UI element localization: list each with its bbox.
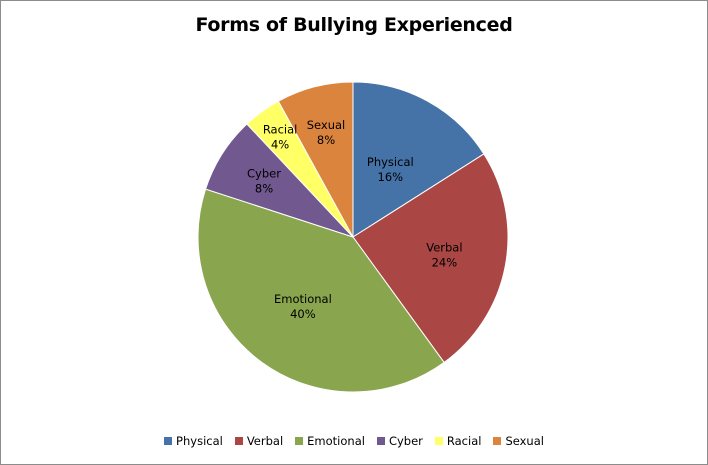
legend-item-sexual: Sexual xyxy=(493,434,544,448)
legend-swatch xyxy=(295,437,304,445)
legend-item-physical: Physical xyxy=(164,434,223,448)
legend-label: Physical xyxy=(176,434,223,448)
slice-category-label: Racial xyxy=(263,123,298,137)
slice-category-label: Verbal xyxy=(426,240,462,254)
legend-item-verbal: Verbal xyxy=(234,434,284,448)
legend-swatch xyxy=(376,437,385,445)
slice-percent-label: 8% xyxy=(317,133,335,147)
legend-label: Verbal xyxy=(246,434,284,448)
legend-swatch xyxy=(164,437,173,445)
legend-label: Sexual xyxy=(505,434,544,448)
legend-item-racial: Racial xyxy=(434,434,482,448)
slice-percent-label: 8% xyxy=(255,182,273,196)
legend-item-cyber: Cyber xyxy=(376,434,423,448)
slice-category-label: Physical xyxy=(367,155,414,169)
chart-title: Forms of Bullying Experienced xyxy=(195,14,513,36)
slice-percent-label: 16% xyxy=(378,170,404,184)
slice-percent-label: 40% xyxy=(290,307,316,321)
legend-label: Racial xyxy=(446,434,482,448)
legend-item-emotional: Emotional xyxy=(295,434,365,448)
pie-slice-sexual xyxy=(277,81,354,238)
legend-label: Cyber xyxy=(388,434,423,448)
pie-labels: Physical16%Verbal24%Emotional40%Cyber8%R… xyxy=(247,118,463,321)
legend-label: Emotional xyxy=(307,434,365,448)
slice-category-label: Emotional xyxy=(274,292,332,306)
slice-category-label: Sexual xyxy=(307,118,346,132)
pie-slices xyxy=(197,81,509,393)
slice-percent-label: 4% xyxy=(271,138,289,152)
legend: Physical Verbal Emotional Cyber Racial Sexual xyxy=(0,434,708,448)
legend-swatch xyxy=(434,437,443,445)
pie-slice-emotional xyxy=(197,188,445,393)
legend-swatch xyxy=(493,437,502,445)
slice-percent-label: 24% xyxy=(432,255,458,269)
slice-category-label: Cyber xyxy=(247,167,281,181)
pie-slice-verbal xyxy=(352,153,509,364)
pie-slice-physical xyxy=(352,81,485,238)
legend-swatch xyxy=(234,437,243,445)
